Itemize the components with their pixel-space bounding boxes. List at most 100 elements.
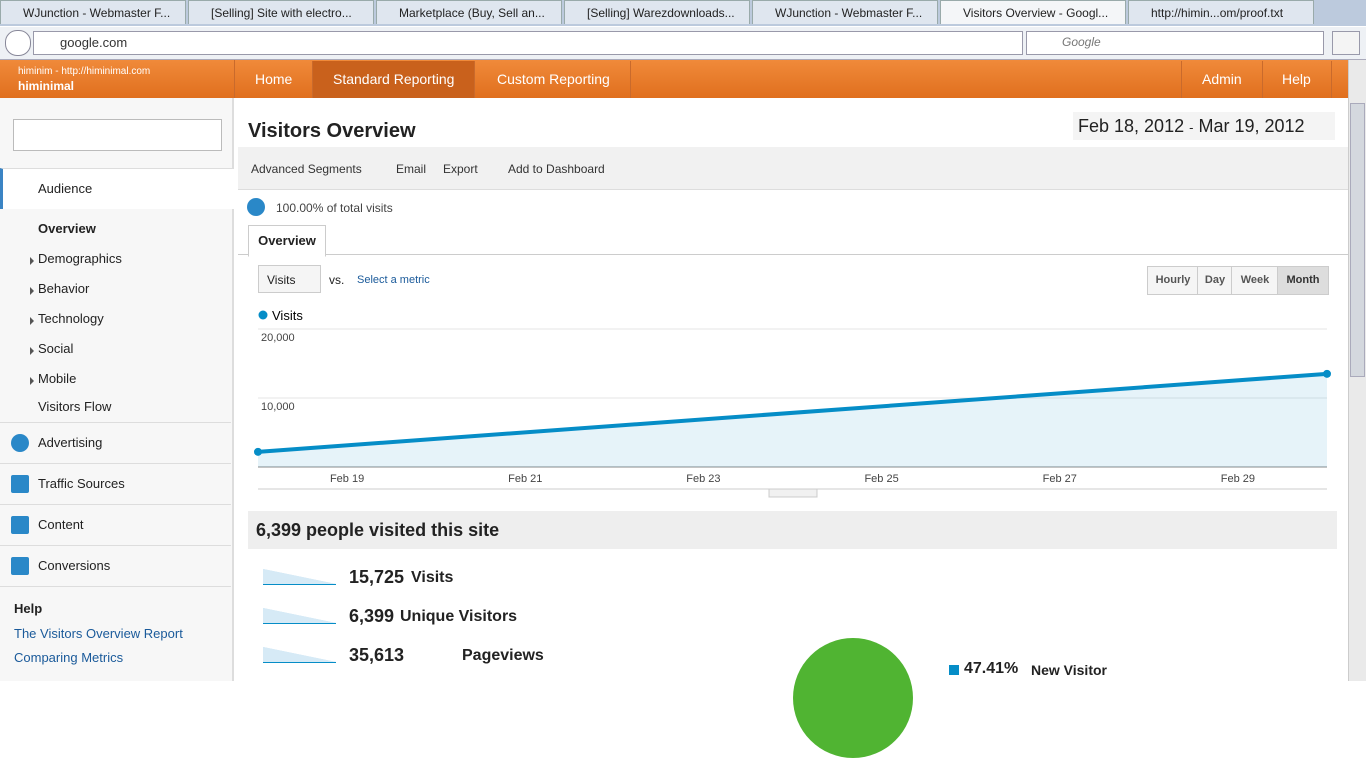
nav-item[interactable]: Overview [38, 221, 96, 236]
select-metric[interactable]: Select a metric [357, 274, 430, 286]
point [254, 447, 262, 456]
segment: 100.00% of total visits [276, 201, 393, 215]
y-tick-label: 20,000 [261, 332, 295, 344]
metric-select[interactable]: Visits [258, 265, 321, 293]
granularity[interactable]: Week [1231, 266, 1279, 295]
x-tick-label: Feb 19 [330, 473, 364, 485]
x-tick-label: Feb 27 [1043, 473, 1077, 485]
line [257, 371, 1328, 454]
sidebar-search[interactable] [13, 119, 222, 151]
point [1323, 369, 1331, 378]
vs: vs. [329, 273, 345, 287]
nav-home[interactable]: Home [235, 61, 314, 98]
nav-custom[interactable]: Custom Reporting [477, 61, 631, 98]
nav-section[interactable]: Conversions [0, 545, 231, 586]
report-toolbar [238, 147, 1348, 190]
scroll-thumb[interactable] [1350, 103, 1365, 377]
section-label: Traffic Sources [38, 476, 125, 491]
chart-expander [768, 488, 818, 498]
granularity[interactable]: Month [1277, 266, 1329, 295]
browser-tab[interactable]: WJunction - Webmaster F... [752, 0, 938, 24]
section-label: Content [38, 517, 84, 532]
chart: 10,000 20,000 Feb 19 Feb 21 Feb 23 Feb 25 Feb … [254, 308, 1331, 498]
browser-tab[interactable]: Marketplace (Buy, Sell an... [376, 0, 562, 24]
expand-arrow[interactable] [30, 257, 34, 265]
divider [234, 60, 235, 98]
section-icon [11, 557, 29, 575]
browser-tab[interactable]: WJunction - Webmaster F... [0, 0, 186, 24]
nav-admin[interactable]: Admin [1181, 61, 1263, 98]
nav-standard[interactable]: Standard Reporting [313, 61, 476, 98]
expand-arrow[interactable] [30, 317, 34, 325]
overview-tab[interactable]: Overview [248, 225, 326, 257]
x-tick-label: Feb 21 [508, 473, 542, 485]
toolbar-item[interactable]: Advanced Segments [251, 162, 362, 176]
metric-label: Pageviews [462, 647, 544, 664]
sparkline [263, 569, 336, 585]
section-icon [11, 475, 29, 493]
section-label: Conversions [38, 558, 111, 573]
property[interactable]: himinimal [18, 79, 75, 93]
ga-header [0, 60, 1348, 98]
segment-icon [247, 198, 265, 216]
y-tick-label: 10,000 [261, 401, 295, 413]
help-link[interactable]: The Visitors Overview Report [14, 626, 183, 641]
date-start: Feb 18, 2012 [1078, 116, 1185, 136]
nav-section[interactable]: Content [0, 504, 231, 545]
nav-section[interactable]: Advertising [0, 422, 231, 463]
browser-tab[interactable]: Visitors Overview - Googl... [940, 0, 1126, 24]
area [258, 373, 1327, 467]
toolbar-item[interactable]: Email [396, 162, 427, 176]
nav-item[interactable]: Behavior [38, 281, 90, 296]
home-button[interactable] [1332, 31, 1360, 55]
granularity[interactable]: Day [1197, 266, 1233, 295]
pie-legend-swatch [949, 665, 959, 675]
url-bar[interactable] [33, 31, 1023, 55]
x-tick-label: Feb 25 [864, 473, 898, 485]
search-placeholder: Google [1062, 35, 1101, 49]
url: google.com [60, 35, 128, 50]
pie [793, 638, 913, 758]
browser-tab[interactable]: [Selling] Warezdownloads... [564, 0, 750, 24]
granularity[interactable]: Hourly [1147, 266, 1199, 295]
expand-arrow[interactable] [30, 287, 34, 295]
search-bar[interactable] [1026, 31, 1324, 55]
summary: 6,399 people visited this site [248, 511, 1337, 549]
metric-value: 6,399 [349, 606, 395, 626]
sparkline [263, 608, 336, 624]
section-icon [11, 434, 29, 452]
expand-arrow[interactable] [30, 377, 34, 385]
tab-line [238, 254, 1348, 255]
toolbar-item[interactable]: Export [443, 162, 478, 176]
nav-item[interactable]: Visitors Flow [38, 399, 112, 414]
date-end: Mar 19, 2012 [1198, 116, 1305, 136]
back-button[interactable] [5, 30, 31, 56]
browser-tab[interactable]: [Selling] Site with electro... [188, 0, 374, 24]
x-tick-label: Feb 23 [686, 473, 720, 485]
legend-dot [258, 310, 268, 320]
date-sep: - [1189, 120, 1194, 135]
audience[interactable]: Audience [0, 168, 234, 209]
metric-label: Visits [411, 569, 454, 586]
metric-value: 35,613 [349, 645, 405, 665]
toolbar-item[interactable]: Add to Dashboard [508, 162, 605, 176]
nav-item[interactable]: Demographics [38, 251, 122, 266]
x-tick-label: Feb 29 [1221, 473, 1255, 485]
section-label: Advertising [38, 435, 103, 450]
help-link[interactable]: Comparing Metrics [14, 650, 124, 665]
date-range[interactable]: Feb 18, 2012 - Mar 19, 2012 [1073, 112, 1335, 140]
pie-value: 47.41% [964, 660, 1019, 677]
legend-label: Visits [272, 308, 303, 323]
browser-tab[interactable]: http://himin...om/proof.txt [1128, 0, 1314, 24]
section-divider [0, 586, 231, 587]
nav-item[interactable]: Mobile [38, 371, 77, 386]
nav-item[interactable]: Technology [38, 311, 104, 326]
nav-help[interactable]: Help [1262, 61, 1332, 98]
nav-section[interactable]: Traffic Sources [0, 463, 231, 504]
sparkline [263, 647, 336, 663]
nav-item[interactable]: Social [38, 341, 74, 356]
expand-arrow[interactable] [30, 347, 34, 355]
section-icon [11, 516, 29, 534]
